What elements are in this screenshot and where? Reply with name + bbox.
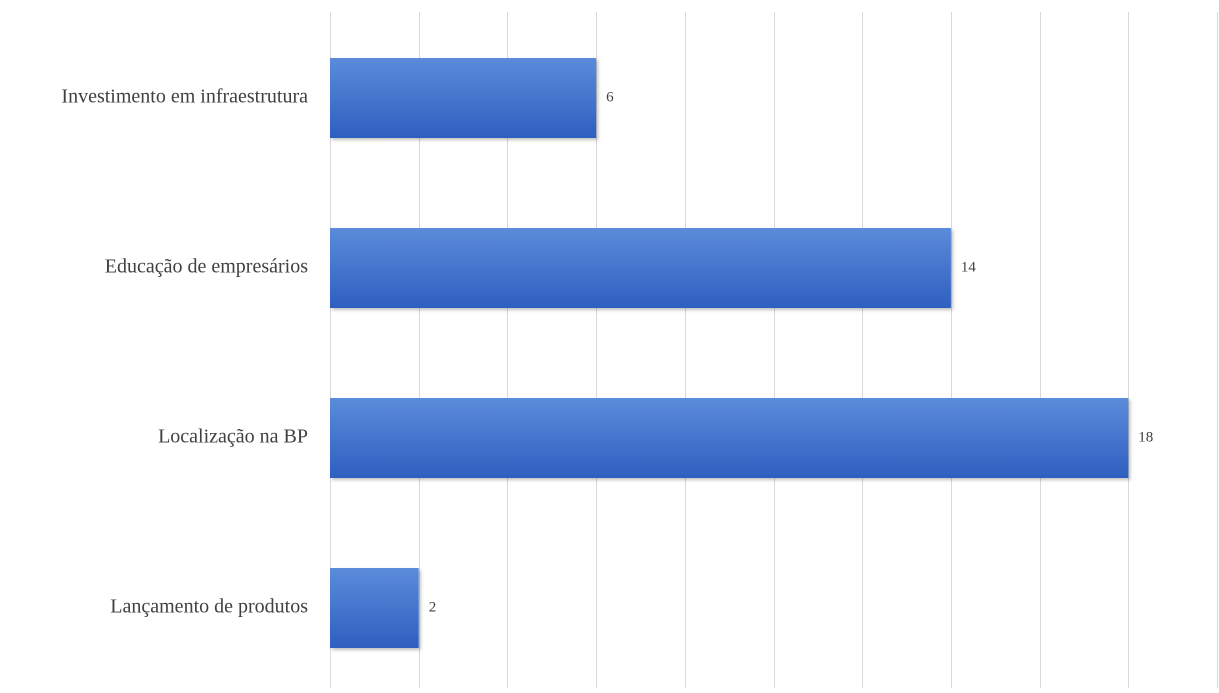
- bar-2: [330, 398, 1129, 478]
- data-label-0: 6: [606, 89, 614, 105]
- bars: [330, 58, 1129, 648]
- bar-1: [330, 228, 951, 308]
- data-label-1: 14: [961, 259, 977, 275]
- bar-3: [330, 568, 419, 648]
- category-label-2: Localização na BP: [158, 426, 308, 448]
- category-label-0: Investimento em infraestrutura: [61, 86, 308, 108]
- data-label-3: 2: [429, 599, 437, 615]
- category-label-1: Educação de empresários: [105, 256, 308, 278]
- category-label-3: Lançamento de produtos: [110, 596, 308, 618]
- data-label-2: 18: [1138, 429, 1153, 445]
- labels: Investimento em infraestrutura 6 Educação …: [61, 86, 1153, 618]
- bar-0: [330, 58, 597, 138]
